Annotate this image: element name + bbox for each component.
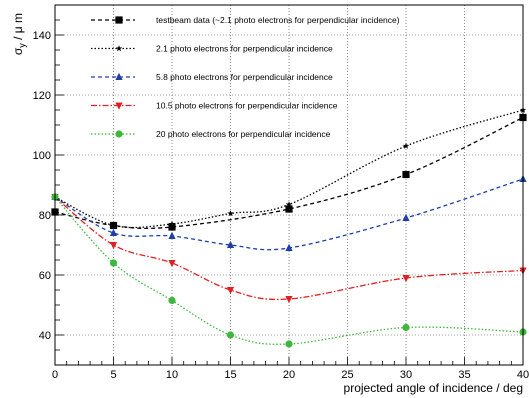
legend-label: 20 photo electrons for perpendicular inc… xyxy=(156,129,331,139)
data-point xyxy=(285,243,293,251)
y-tick-label: 80 xyxy=(39,210,51,222)
series-line xyxy=(54,109,524,229)
data-point xyxy=(285,205,293,213)
legend-marker xyxy=(115,102,123,110)
data-point xyxy=(285,201,293,208)
x-tick-label: 35 xyxy=(458,369,470,381)
x-tick-label: 10 xyxy=(166,369,178,381)
data-point xyxy=(285,340,293,348)
y-tick-label: 140 xyxy=(33,30,51,42)
x-tick-label: 5 xyxy=(110,369,116,381)
data-point xyxy=(402,213,410,221)
series-line xyxy=(54,116,524,230)
data-point xyxy=(227,210,234,217)
data-point xyxy=(168,296,176,305)
legend-label: 5.8 photo electrons for perpendicular in… xyxy=(156,72,333,82)
data-point xyxy=(168,223,176,231)
data-point xyxy=(402,142,410,149)
y-tick-label: 120 xyxy=(33,90,51,102)
data-point xyxy=(168,231,176,239)
axis-ticks: 0 5 10 15 20 25 30 35 40 40 60 80 100 120 140 xyxy=(33,4,529,381)
x-tick-label: 20 xyxy=(283,369,295,381)
data-point xyxy=(109,242,118,250)
data-point xyxy=(226,240,235,248)
data-point xyxy=(402,170,410,179)
legend-marker xyxy=(115,130,123,138)
series-line xyxy=(54,196,524,345)
data-point xyxy=(226,331,235,339)
data-point xyxy=(285,296,293,304)
legend-label: 10.5 photo electrons for perpendicular i… xyxy=(156,101,338,111)
y-tick-label: 60 xyxy=(39,270,51,282)
data-point xyxy=(109,259,118,267)
y-tick-label: 40 xyxy=(39,330,51,342)
data-point xyxy=(110,222,117,229)
legend-marker xyxy=(115,45,123,52)
legend: testbeam data (~2.1 photo electrons for … xyxy=(91,15,400,139)
data-point xyxy=(168,260,176,268)
x-tick-label: 0 xyxy=(52,369,58,381)
legend-label: testbeam data (~2.1 photo electrons for … xyxy=(156,15,400,25)
x-tick-label: 30 xyxy=(400,369,412,381)
x-axis-title: projected angle of incidence / deg xyxy=(344,381,523,395)
x-tick-label: 25 xyxy=(341,369,353,381)
series-line xyxy=(54,196,524,301)
data-point xyxy=(226,287,235,295)
data-point xyxy=(402,275,410,283)
grid-lines xyxy=(54,5,524,365)
legend-marker xyxy=(115,16,123,24)
y-axis-title: σy / μ m xyxy=(11,13,27,55)
data-point xyxy=(402,323,410,332)
series-markers xyxy=(51,106,527,348)
legend-label: 2.1 photo electrons for perpendicular in… xyxy=(156,44,333,54)
legend-marker xyxy=(115,72,123,80)
x-tick-label: 40 xyxy=(517,369,529,381)
data-point xyxy=(109,228,118,236)
y-tick-label: 100 xyxy=(33,150,51,162)
x-tick-label: 15 xyxy=(224,369,236,381)
data-point xyxy=(168,220,176,227)
